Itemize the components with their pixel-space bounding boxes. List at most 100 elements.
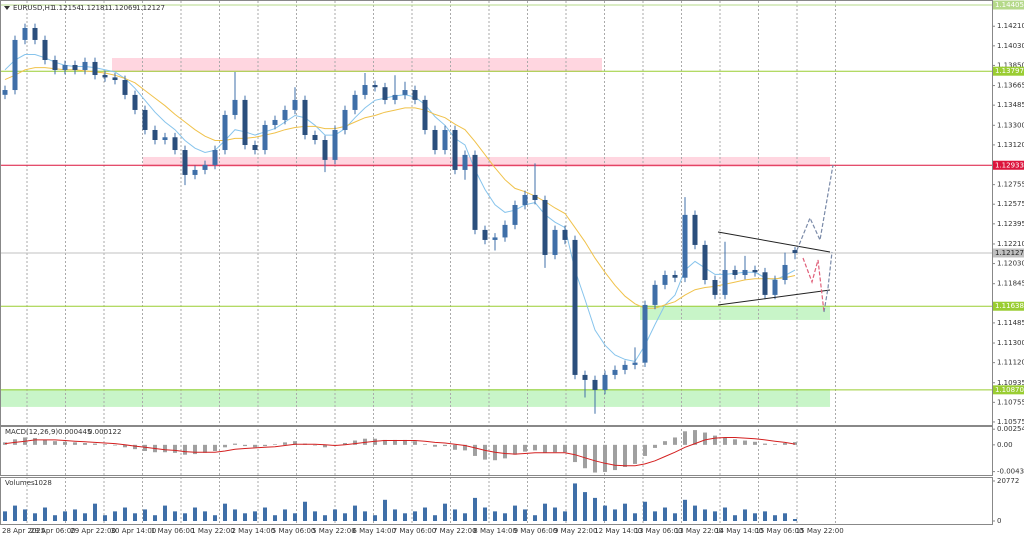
macd-bar	[273, 444, 277, 445]
volume-bar	[53, 515, 57, 521]
volume-bar	[283, 509, 287, 521]
y-tick-label: 0	[997, 517, 1001, 525]
candle-body	[502, 224, 508, 238]
candle-body	[732, 269, 738, 275]
candle-body	[602, 374, 608, 390]
candle-body	[752, 269, 758, 273]
level-box	[993, 385, 1024, 395]
macd-bar	[163, 444, 167, 453]
volume-bar	[223, 503, 227, 521]
volume-bar	[263, 507, 267, 521]
x-tick-label: 5 May 06:00	[272, 527, 316, 535]
candle-body	[172, 137, 178, 151]
volume-bar	[473, 497, 477, 521]
volume-bar	[623, 503, 627, 521]
volume-bar	[593, 497, 597, 521]
y-tick-label: 1.12755	[997, 181, 1024, 189]
macd-bar	[373, 438, 377, 445]
volume-bar	[513, 505, 517, 521]
macd-bar	[703, 432, 707, 445]
candle-body	[32, 27, 38, 40]
candle-body	[112, 77, 118, 81]
macd-bar	[393, 439, 397, 445]
x-tick-label: 15 May 06:00	[755, 527, 803, 535]
y-tick-label: 1.10935	[997, 379, 1024, 387]
triangle-upper	[717, 231, 831, 253]
candle-body	[352, 94, 358, 110]
volume-bar	[713, 511, 717, 521]
candle-body	[162, 137, 168, 140]
pattern-annotation	[717, 164, 834, 313]
volume-bar	[723, 507, 727, 521]
macd-bar	[213, 444, 217, 451]
candle-body	[652, 284, 658, 305]
candle-body	[592, 379, 598, 390]
candle-body	[322, 139, 328, 160]
candle-body	[492, 237, 498, 240]
candle-body	[332, 129, 338, 160]
macd-bar	[73, 442, 77, 445]
zone	[143, 156, 830, 167]
y-tick-label: 1.13850	[997, 61, 1024, 69]
macd-bar	[593, 444, 597, 473]
macd-bar	[583, 444, 587, 469]
candle-body	[562, 229, 568, 240]
candle-body	[672, 274, 678, 278]
projection-down	[802, 257, 825, 313]
macd-bar	[223, 444, 227, 448]
candle-body	[292, 99, 298, 110]
macd-bar	[313, 444, 317, 446]
symbol-menu-arrow[interactable]	[4, 6, 10, 10]
volume-bar	[443, 503, 447, 521]
macd-bar	[383, 439, 387, 445]
macd-bar	[33, 438, 37, 445]
macd-bar	[463, 444, 467, 451]
candle-body	[382, 87, 388, 100]
candle-body	[252, 145, 258, 151]
macd-bar	[263, 444, 267, 447]
moving-average	[4, 67, 796, 309]
volume-bar	[603, 505, 607, 521]
candle-body	[582, 374, 588, 380]
macd-bar	[433, 444, 437, 447]
volume-bar	[773, 515, 777, 521]
candle-body	[612, 369, 618, 375]
level-label: 1.12933	[995, 161, 1024, 169]
x-tick-label: 7 May 22:00	[433, 527, 477, 535]
candle-body	[52, 59, 58, 70]
volume-bar	[153, 515, 157, 521]
macd-bar	[253, 444, 257, 448]
y-tick-label: 1.11300	[997, 339, 1024, 347]
volume-bar	[633, 513, 637, 521]
macd-bar	[343, 443, 347, 445]
symbol: EURUSD,H1	[13, 4, 54, 12]
candle-body	[682, 214, 688, 278]
x-tick-label: 30 Apr 14:00	[111, 527, 157, 535]
macd-bar	[553, 444, 557, 453]
y-tick-label: 1.10575	[997, 418, 1024, 426]
candle-body	[572, 239, 578, 375]
y-tick-label: 1.11120	[997, 359, 1024, 367]
macd-bar	[93, 443, 97, 445]
volume-bar	[743, 509, 747, 521]
volume-bar	[643, 501, 647, 521]
volume-bar	[483, 507, 487, 521]
volume-bar	[383, 499, 387, 521]
candle-body	[102, 75, 108, 78]
candle-body	[92, 61, 98, 76]
macd-bar	[233, 443, 237, 445]
x-tick-label: 1 May 22:00	[191, 527, 235, 535]
volume-panel-frame	[0, 477, 993, 525]
volume-bar	[133, 513, 137, 521]
level-box	[993, 0, 1024, 10]
x-tick-label: 13 May 22:00	[675, 527, 723, 535]
level-box	[993, 66, 1024, 76]
candle-body	[312, 134, 318, 140]
macd-bar	[713, 435, 717, 445]
x-tick-label: 2 May 14:00	[232, 527, 276, 535]
candle-body	[12, 39, 18, 91]
volume-bar	[333, 509, 337, 521]
macd-bar	[743, 440, 747, 445]
macd-bar	[323, 444, 327, 448]
candle-body	[242, 99, 248, 146]
